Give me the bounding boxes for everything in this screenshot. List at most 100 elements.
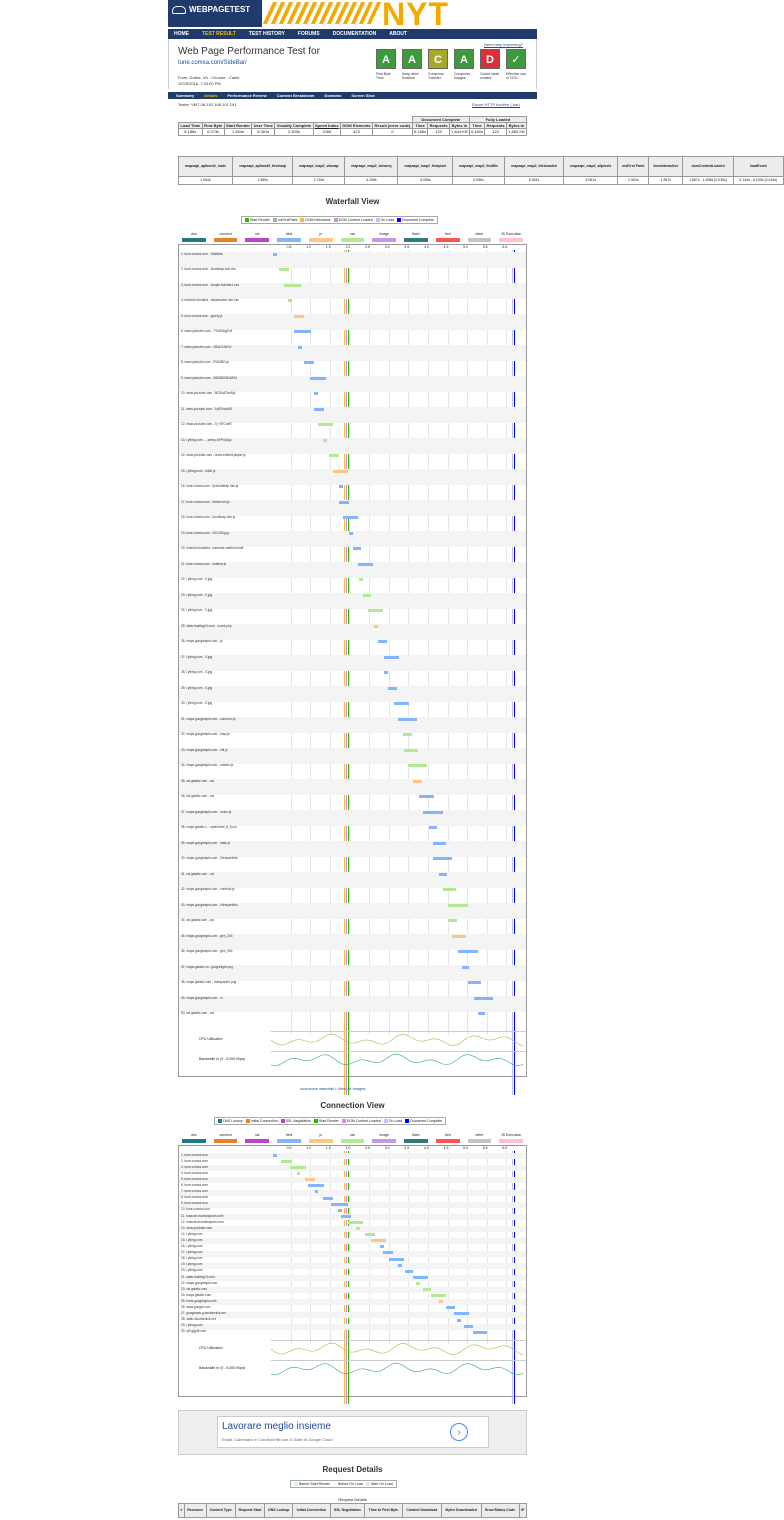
request-bar[interactable]	[387, 686, 397, 690]
request-bar[interactable]	[338, 485, 343, 489]
request-bar[interactable]	[289, 1166, 307, 1169]
request-row-label[interactable]: 5. tune.comxa.com	[181, 1176, 208, 1181]
request-bar[interactable]	[407, 764, 428, 768]
request-bar[interactable]	[317, 423, 333, 427]
waterfall-chart[interactable]: 0.5 1.0 1.5 2.0 2.5 3.0 3.5 4.0 4.5 5.0 5.5 6.0 1. t…	[178, 244, 527, 1095]
request-bar[interactable]	[293, 314, 305, 318]
request-row-label[interactable]: 28. i.ytimg.com - 0.jpg	[181, 670, 213, 674]
request-row-label[interactable]: 24. i.ytimg.com - 0.jpg	[181, 608, 213, 612]
request-row-label[interactable]: 4. maxcdn.bootstra...ntawesome.min.css	[181, 298, 239, 302]
request-row-label[interactable]: 44. csi.gstatic.com - csi	[181, 918, 214, 922]
request-row-label[interactable]: 37. maps.googleapis.com - onion.js	[181, 809, 232, 814]
request-row-label[interactable]: 19. tune.comxa.com - 20X150.jpg	[181, 530, 229, 535]
request-row-label[interactable]: 16. i.ytimg.com	[181, 1244, 203, 1248]
request-row-label[interactable]: 45. maps.googleapis.com - gen_204	[181, 933, 233, 938]
request-row-label[interactable]: 22. maps.googleapis.com	[181, 1280, 218, 1285]
export-har-link[interactable]: Export HTTP Archive (.har)	[472, 102, 520, 107]
request-row-label[interactable]: 1. tune.comxa.com	[181, 1152, 208, 1157]
request-row-label[interactable]: 6. tune.comxa.com	[181, 1183, 208, 1187]
request-row-label[interactable]: 36. csi.gstatic.com - csi	[181, 794, 214, 798]
request-bar[interactable]	[347, 1220, 363, 1224]
request-row-label[interactable]: 8. www.youtube.com - IFkIOBCcp	[181, 360, 229, 364]
request-bar[interactable]	[418, 795, 434, 799]
subnav-domains[interactable]: Domains	[324, 93, 342, 98]
request-row-label[interactable]: 40. maps.googleapis.com - ViewportInfo	[181, 856, 238, 860]
request-detail-header[interactable]: IP	[518, 1503, 528, 1518]
request-row-label[interactable]: 24. maps.gstatic.com	[181, 1292, 212, 1297]
request-bar[interactable]	[333, 469, 349, 473]
request-row-label[interactable]: 21. tune.comxa.com - sidebar.js	[181, 561, 226, 566]
request-bar[interactable]	[432, 841, 447, 845]
request-bar[interactable]	[403, 733, 412, 737]
request-bar[interactable]	[458, 950, 478, 954]
request-row-label[interactable]: 34. maps.googleapis.com - marker.js	[181, 763, 234, 767]
request-row-label[interactable]: 22. i.ytimg.com - 0.jpg	[181, 577, 213, 581]
request-bar[interactable]	[383, 655, 399, 659]
request-bar[interactable]	[442, 888, 456, 892]
request-bar[interactable]	[371, 1239, 387, 1243]
request-row-label[interactable]: 17. tune.comxa.com - tether.min.js	[181, 499, 230, 504]
subnav-content-breakdown[interactable]: Content Breakdown	[276, 93, 315, 98]
request-row-label[interactable]: 50. csi.gstatic.com - csi	[181, 1011, 214, 1015]
request-bar[interactable]	[272, 252, 277, 256]
request-row-label[interactable]: 1. tune.comxa.com - SideBar/	[181, 251, 223, 256]
request-bar[interactable]	[294, 330, 311, 334]
nav-test-result[interactable]: TEST RESULT	[202, 31, 236, 37]
request-bar[interactable]	[477, 1012, 485, 1016]
request-bar[interactable]	[284, 283, 301, 287]
request-row-label[interactable]: 28. static.doubleclick.net	[181, 1317, 216, 1322]
request-row-label[interactable]: 14. www.youtube.com - www-embed-player.j…	[181, 453, 246, 457]
request-bar[interactable]	[448, 903, 468, 907]
request-row-label[interactable]: 15. i.ytimg.com - 0ds0.js	[181, 468, 216, 473]
request-row-label[interactable]: 43. maps.googleapis.com - ViewportInfo	[181, 902, 238, 907]
request-row-label[interactable]: 13. i.ytimg.com - ...webp-xiFPxtZlgo	[181, 437, 232, 442]
nav-test-history[interactable]: TEST HISTORY	[248, 31, 285, 37]
request-row-label[interactable]: 21. stats.hosting24.com	[181, 1274, 215, 1279]
request-row-label[interactable]: 19. i.ytimg.com	[181, 1262, 203, 1267]
request-row-label[interactable]: 11. www.youtube.com - 1ytEXwpi58	[181, 406, 232, 411]
request-bar[interactable]	[428, 826, 438, 830]
request-bar[interactable]	[303, 361, 315, 365]
request-row-label[interactable]: 47. maps.gstatic.co...googlelight-png	[181, 964, 233, 969]
request-bar[interactable]	[340, 1214, 352, 1218]
request-row-label[interactable]: 32. maps.googleapis.com - map.js	[181, 732, 230, 736]
request-bar[interactable]	[457, 1318, 462, 1322]
request-row-label[interactable]: 26. maps.googleapis.com - js	[181, 639, 223, 643]
request-bar[interactable]	[348, 531, 353, 535]
help-link[interactable]: Need help improving?	[484, 42, 523, 47]
request-bar[interactable]	[452, 934, 466, 938]
grade-1[interactable]: A	[402, 49, 422, 69]
grade-3[interactable]: A	[454, 49, 474, 69]
request-bar[interactable]	[323, 438, 328, 442]
request-bar[interactable]	[352, 547, 362, 551]
request-bar[interactable]	[281, 1159, 292, 1163]
subnav-performance-review[interactable]: Performance Review	[227, 93, 267, 98]
request-row-label[interactable]: 23. i.ytimg.com - 0.jpg	[181, 592, 213, 597]
request-bar[interactable]	[439, 1300, 444, 1304]
request-row-label[interactable]: 14. i.ytimg.com	[181, 1231, 203, 1236]
nav-documentation[interactable]: DOCUMENTATION	[332, 31, 377, 37]
request-bar[interactable]	[432, 857, 453, 861]
request-detail-header[interactable]: Request Start	[234, 1503, 266, 1518]
request-bar[interactable]	[309, 376, 326, 380]
grade-5[interactable]: ✓	[506, 49, 526, 69]
request-bar[interactable]	[454, 1312, 470, 1316]
request-row-label[interactable]: 9. tune.comxa.com	[181, 1201, 208, 1206]
request-detail-header[interactable]: DNS Lookup	[264, 1503, 294, 1518]
request-bar[interactable]	[331, 1202, 348, 1206]
request-row-label[interactable]: 38. maps.gstatic.c... openhand_8_8.cur	[181, 825, 237, 829]
request-bar[interactable]	[383, 671, 388, 675]
request-bar[interactable]	[397, 1263, 402, 1267]
request-bar[interactable]	[473, 996, 494, 1000]
request-bar[interactable]	[415, 1281, 420, 1285]
request-bar[interactable]	[379, 1245, 384, 1249]
request-row-label[interactable]: 23. csi.gstatic.com	[181, 1286, 208, 1291]
request-bar[interactable]	[322, 1196, 334, 1200]
grade-4[interactable]: D	[480, 49, 500, 69]
request-detail-header[interactable]: Content Type	[205, 1503, 236, 1518]
request-row-label[interactable]: 49. maps.googleapis.com - vt	[181, 995, 223, 1000]
request-bar[interactable]	[430, 1294, 446, 1298]
request-row-label[interactable]: 27. i.ytimg.com - 0.jpg	[181, 654, 213, 659]
request-bar[interactable]	[393, 702, 409, 706]
grade-0[interactable]: A	[376, 49, 396, 69]
